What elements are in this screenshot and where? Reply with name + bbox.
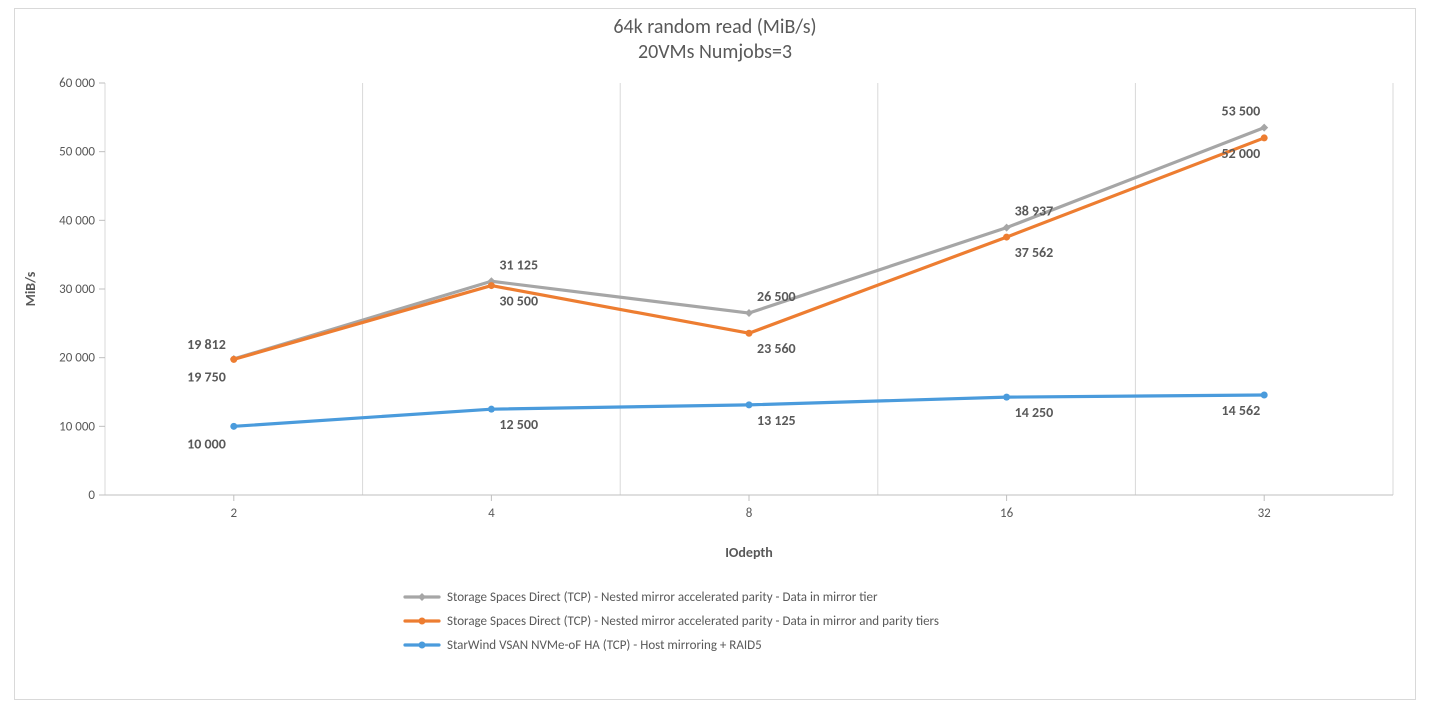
y-tick-label: 40 000 bbox=[59, 213, 95, 228]
data-label: 26 500 bbox=[757, 288, 796, 305]
data-label: 19 750 bbox=[187, 368, 226, 385]
data-label: 13 125 bbox=[757, 412, 796, 429]
y-tick-label: 60 000 bbox=[59, 76, 95, 91]
legend-label-s2d-mirror-parity-tiers: Storage Spaces Direct (TCP) - Nested mir… bbox=[447, 614, 939, 629]
legend-label-starwind-vsan: StarWind VSAN NVMe-oF HA (TCP) - Host mi… bbox=[447, 638, 762, 653]
y-tick-label: 30 000 bbox=[59, 282, 95, 297]
chart-card: 64k random read (MiB/s) 20VMs Numjobs=3 … bbox=[14, 8, 1416, 700]
series-line-s2d-mirror-tier bbox=[234, 128, 1264, 359]
chart-title-line2: 20VMs Numjobs=3 bbox=[15, 40, 1415, 65]
y-tick-label: 10 000 bbox=[59, 419, 95, 434]
y-axis-title: MiB/s bbox=[22, 271, 39, 306]
y-tick-label: 0 bbox=[88, 488, 95, 503]
x-tick-label: 4 bbox=[488, 506, 495, 521]
x-axis-title: IOdepth bbox=[725, 544, 773, 561]
data-label: 23 560 bbox=[757, 340, 796, 357]
data-label: 10 000 bbox=[187, 435, 226, 452]
chart-title-block: 64k random read (MiB/s) 20VMs Numjobs=3 bbox=[15, 15, 1415, 65]
series-line-starwind-vsan bbox=[234, 395, 1264, 426]
data-label: 12 500 bbox=[499, 416, 538, 433]
x-tick-label: 2 bbox=[231, 506, 238, 521]
y-tick-label: 50 000 bbox=[59, 145, 95, 160]
legend-label-s2d-mirror-tier: Storage Spaces Direct (TCP) - Nested mir… bbox=[447, 590, 878, 605]
data-label: 14 250 bbox=[1015, 404, 1054, 421]
chart-title-line1: 64k random read (MiB/s) bbox=[15, 15, 1415, 40]
y-tick-label: 20 000 bbox=[59, 351, 95, 366]
series-line-s2d-mirror-parity-tiers bbox=[234, 138, 1264, 359]
data-label: 19 812 bbox=[187, 336, 226, 353]
data-label: 52 000 bbox=[1222, 145, 1261, 162]
data-label: 38 937 bbox=[1015, 203, 1054, 220]
data-label: 53 500 bbox=[1222, 103, 1261, 120]
chart-svg: 0 10 000 20 000 30 000 40 000 50 000 60 000 2 4 8… bbox=[15, 65, 1413, 690]
chart-wrapper: 64k random read (MiB/s) 20VMs Numjobs=3 … bbox=[0, 0, 1430, 706]
data-label: 31 125 bbox=[499, 256, 538, 273]
x-tick-label: 32 bbox=[1258, 506, 1272, 521]
data-label: 37 562 bbox=[1015, 244, 1054, 261]
x-tick-label: 8 bbox=[746, 506, 753, 521]
data-label: 14 562 bbox=[1222, 402, 1261, 419]
data-label: 30 500 bbox=[499, 293, 538, 310]
x-tick-label: 16 bbox=[1000, 506, 1014, 521]
